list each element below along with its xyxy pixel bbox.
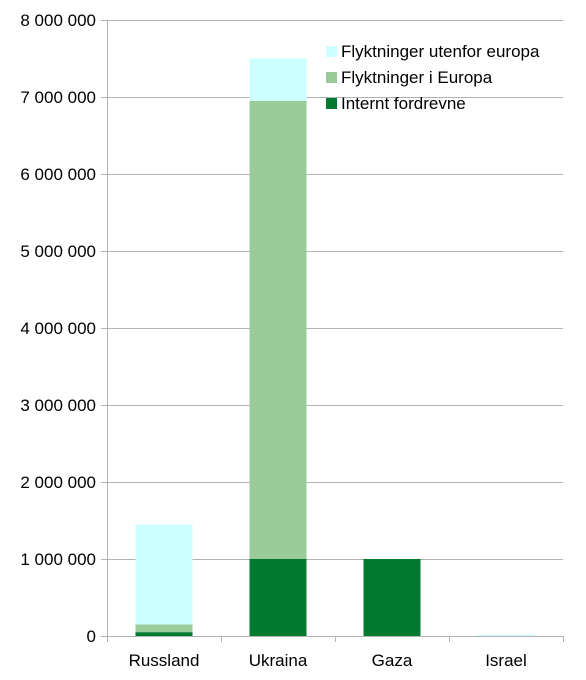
legend-swatch bbox=[326, 72, 337, 83]
legend-label: Internt fordrevne bbox=[341, 94, 466, 113]
y-tick-label: 1 000 000 bbox=[20, 550, 96, 569]
x-category-label: Ukraina bbox=[249, 651, 308, 670]
bar-ukraina-series-1 bbox=[249, 100, 307, 559]
y-tick-label: 3 000 000 bbox=[20, 396, 96, 415]
y-tick-label: 7 000 000 bbox=[20, 88, 96, 107]
bar-ukraina-series-2 bbox=[249, 58, 307, 101]
y-tick-label: 8 000 000 bbox=[20, 11, 96, 30]
bar-israel-series-2 bbox=[477, 634, 535, 636]
legend: Flyktninger utenfor europa Flyktninger i … bbox=[326, 42, 540, 113]
x-category-label: Gaza bbox=[372, 651, 413, 670]
bar-russland-series-1 bbox=[135, 624, 193, 633]
bar-russland-series-0 bbox=[135, 632, 193, 636]
y-tick-label: 5 000 000 bbox=[20, 242, 96, 261]
bars bbox=[135, 58, 535, 636]
legend-swatch bbox=[326, 46, 337, 57]
y-tick-label: 4 000 000 bbox=[20, 319, 96, 338]
axes bbox=[101, 20, 564, 642]
legend-label: Flyktninger utenfor europa bbox=[341, 42, 540, 61]
bar-gaza-series-0 bbox=[363, 559, 421, 636]
bar-ukraina-series-0 bbox=[249, 559, 307, 636]
bar-russland-series-2 bbox=[135, 524, 193, 625]
x-category-label: Israel bbox=[485, 651, 527, 670]
x-category-label: Russland bbox=[129, 651, 200, 670]
x-axis-category-labels: Russland Ukraina Gaza Israel bbox=[129, 651, 527, 670]
y-tick-label: 6 000 000 bbox=[20, 165, 96, 184]
y-axis-tick-labels: 0 1 000 000 2 000 000 3 000 000 4 000 000 5 0… bbox=[20, 11, 96, 646]
y-tick-label: 0 bbox=[87, 627, 96, 646]
legend-swatch bbox=[326, 98, 337, 109]
legend-label: Flyktninger i Europa bbox=[341, 68, 493, 87]
y-tick-label: 2 000 000 bbox=[20, 473, 96, 492]
